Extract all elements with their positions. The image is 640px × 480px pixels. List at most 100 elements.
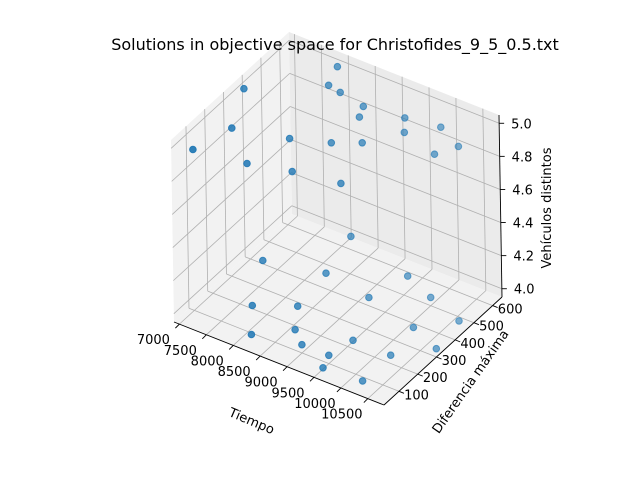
z-tick-label: 4.2 — [513, 250, 534, 265]
grid-line — [401, 76, 406, 259]
grid-line — [171, 106, 291, 215]
z-tick-label: 4.8 — [512, 150, 533, 165]
grid-line — [232, 237, 352, 346]
data-point — [319, 364, 327, 372]
data-point — [333, 62, 342, 71]
tick-mark — [398, 390, 405, 394]
axis-lines — [173, 114, 503, 406]
data-point — [293, 302, 302, 311]
data-point — [291, 325, 299, 334]
grid-line — [226, 273, 437, 358]
data-point — [400, 128, 409, 137]
x-tick-label: 10000 — [294, 397, 335, 412]
grid-line — [347, 55, 352, 238]
y-tick-label: 500 — [479, 320, 504, 335]
data-point — [259, 256, 267, 265]
grid-line — [286, 258, 406, 367]
data-point — [324, 81, 333, 90]
grid-line — [290, 139, 501, 223]
z-tick-label: 4.0 — [514, 283, 535, 298]
grid-line — [172, 139, 292, 248]
grid-line — [293, 34, 298, 217]
grid-line — [291, 205, 503, 290]
data-point — [355, 113, 364, 121]
data-point — [327, 139, 336, 147]
tick-mark — [417, 373, 423, 377]
data-point — [285, 134, 294, 143]
data-point — [240, 84, 248, 93]
grid-line — [260, 57, 265, 240]
tick-mark — [282, 366, 288, 372]
z-axis-label: Vehículos distintos — [540, 147, 555, 268]
z-axis-line — [498, 114, 503, 298]
grid-line — [223, 91, 227, 275]
y-tick-label: 300 — [442, 354, 467, 369]
x-tick-label: 9500 — [271, 386, 304, 401]
data-point — [288, 167, 297, 176]
grid-line — [313, 269, 433, 378]
data-point — [358, 139, 367, 147]
grid-line — [367, 290, 487, 399]
grid-lines — [170, 34, 503, 399]
data-point — [358, 377, 367, 385]
grid-line — [340, 279, 460, 389]
x-tick-label: 8500 — [218, 365, 251, 380]
z-tick-label: 4.6 — [512, 183, 533, 198]
grid-line — [173, 172, 292, 281]
data-point — [325, 351, 333, 360]
data-point — [228, 124, 236, 132]
grid-line — [170, 39, 290, 149]
x-tick-label: 7500 — [164, 344, 197, 359]
y-tick-label: 400 — [460, 337, 485, 352]
grid-line — [179, 215, 298, 325]
data-point — [365, 293, 373, 302]
grid-line — [291, 172, 502, 257]
data-point — [336, 88, 345, 97]
y-tick-label: 200 — [423, 371, 448, 386]
back-pane — [289, 32, 502, 297]
floor-pane — [174, 214, 502, 405]
grid-line — [259, 247, 379, 357]
data-point — [298, 340, 306, 349]
data-point — [430, 150, 439, 158]
data-point — [455, 317, 463, 325]
x-tick-label: 9000 — [245, 376, 278, 391]
data-point — [437, 123, 445, 131]
data-point — [243, 159, 251, 168]
grid-line — [206, 226, 325, 336]
tick-mark — [436, 356, 442, 360]
tick-mark — [201, 334, 207, 340]
data-point — [322, 269, 330, 278]
tick-mark — [228, 345, 234, 350]
tick-mark — [455, 339, 461, 343]
grid-line — [282, 222, 493, 306]
data-point — [454, 142, 463, 151]
tick-mark — [309, 377, 315, 382]
grid-line — [279, 40, 284, 223]
x-tick-label: 8000 — [191, 354, 224, 369]
data-point — [403, 272, 412, 280]
data-point — [349, 336, 357, 345]
data-points — [189, 62, 463, 385]
y-tick-label: 100 — [404, 388, 429, 403]
x-axis-label: Tiempo — [225, 405, 276, 438]
x-axis-line — [173, 321, 385, 406]
tick-mark — [473, 322, 480, 326]
x-tick-label: 10500 — [321, 408, 362, 423]
data-point — [359, 102, 368, 111]
data-point — [432, 344, 441, 353]
grid-line — [185, 126, 190, 309]
x-tick-label: 7000 — [137, 333, 170, 348]
grid-line — [289, 72, 500, 157]
grid-line — [241, 74, 246, 257]
data-point — [347, 232, 355, 241]
grid-line — [455, 97, 460, 280]
data-point — [247, 330, 256, 339]
y-axis-line — [383, 296, 503, 406]
grid-line — [374, 66, 379, 249]
z-tick-label: 5.0 — [511, 117, 532, 132]
tick-mark — [492, 305, 498, 308]
data-point — [337, 179, 345, 188]
